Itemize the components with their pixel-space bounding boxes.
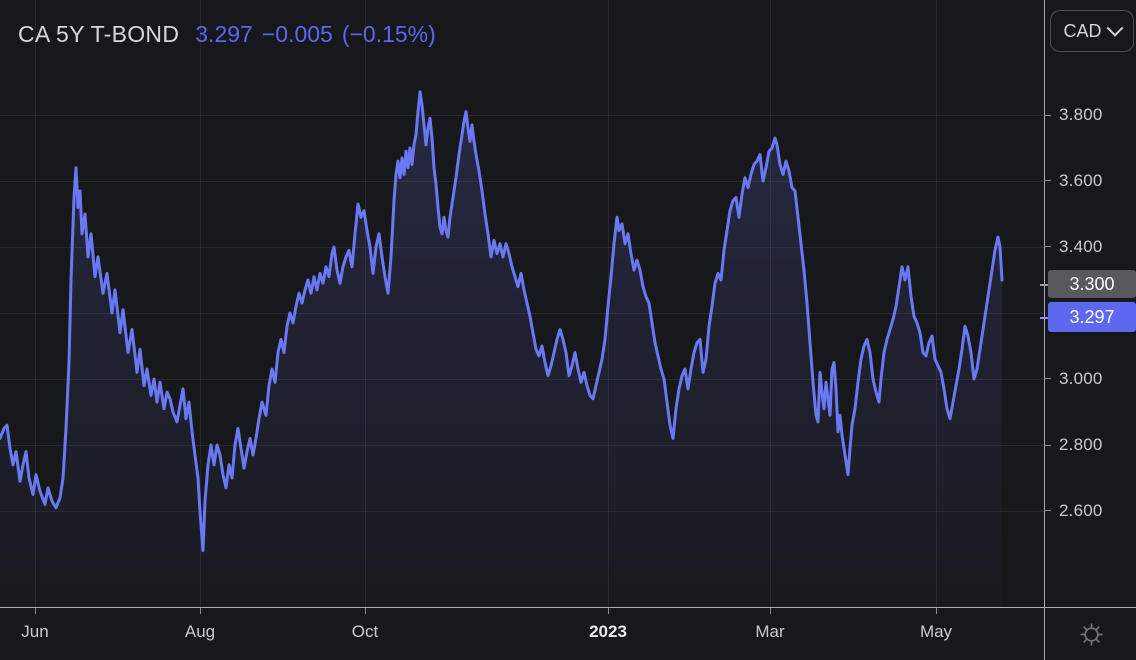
time-axis[interactable]: Jun Aug Oct 2023 Mar May [0, 607, 1044, 660]
time-axis-tick [200, 608, 201, 614]
price-axis-label: 3.800 [1059, 105, 1103, 124]
time-axis-label: Aug [184, 622, 216, 641]
prev-close-badge: 3.300 [1040, 270, 1136, 298]
area-fill [0, 91, 1002, 607]
time-axis-tick [936, 608, 937, 614]
prev-close-tick [1040, 284, 1048, 286]
currency-selector[interactable]: CAD [1050, 10, 1134, 52]
time-axis-label: May [919, 622, 953, 641]
price-axis-label: 2.800 [1059, 435, 1103, 454]
time-axis-label: Mar [755, 622, 785, 641]
time-axis-label: 2023 [589, 622, 627, 641]
price-axis-tick [1044, 115, 1051, 116]
price-line-chart[interactable] [0, 0, 1044, 607]
time-axis-tick [770, 608, 771, 614]
price-axis-tick [1044, 445, 1051, 446]
time-axis-tick [608, 608, 609, 614]
time-axis-tick [365, 608, 366, 614]
time-axis-label: Oct [351, 622, 379, 641]
axis-corner [1044, 607, 1136, 660]
price-chart-canvas[interactable]: CA 5Y T-BOND 3.297 −0.005 (−0.15%) [0, 0, 1044, 607]
price-axis-label: 2.600 [1059, 501, 1103, 520]
settings-gear-icon[interactable] [1078, 621, 1105, 648]
time-axis-tick [35, 608, 36, 614]
price-line-series [0, 90, 1004, 553]
price-axis-label: 3.000 [1059, 369, 1103, 388]
price-axis-label: 3.600 [1059, 171, 1103, 190]
price-axis-tick [1044, 378, 1051, 379]
time-axis-label: Jun [21, 622, 49, 641]
currency-selector-label: CAD [1063, 20, 1102, 41]
price-axis-tick [1044, 246, 1051, 247]
price-axis-tick [1044, 180, 1051, 181]
last-price-badge: 3.297 [1040, 302, 1136, 332]
price-axis-label: 3.400 [1059, 237, 1103, 256]
last-price-tick [1040, 317, 1048, 319]
chevron-down-icon [1106, 19, 1123, 37]
price-axis[interactable]: CAD 3.800 3.600 3.400 3.000 2.800 2.600 3.300 3… [1040, 0, 1136, 607]
price-axis-tick [1044, 510, 1051, 511]
